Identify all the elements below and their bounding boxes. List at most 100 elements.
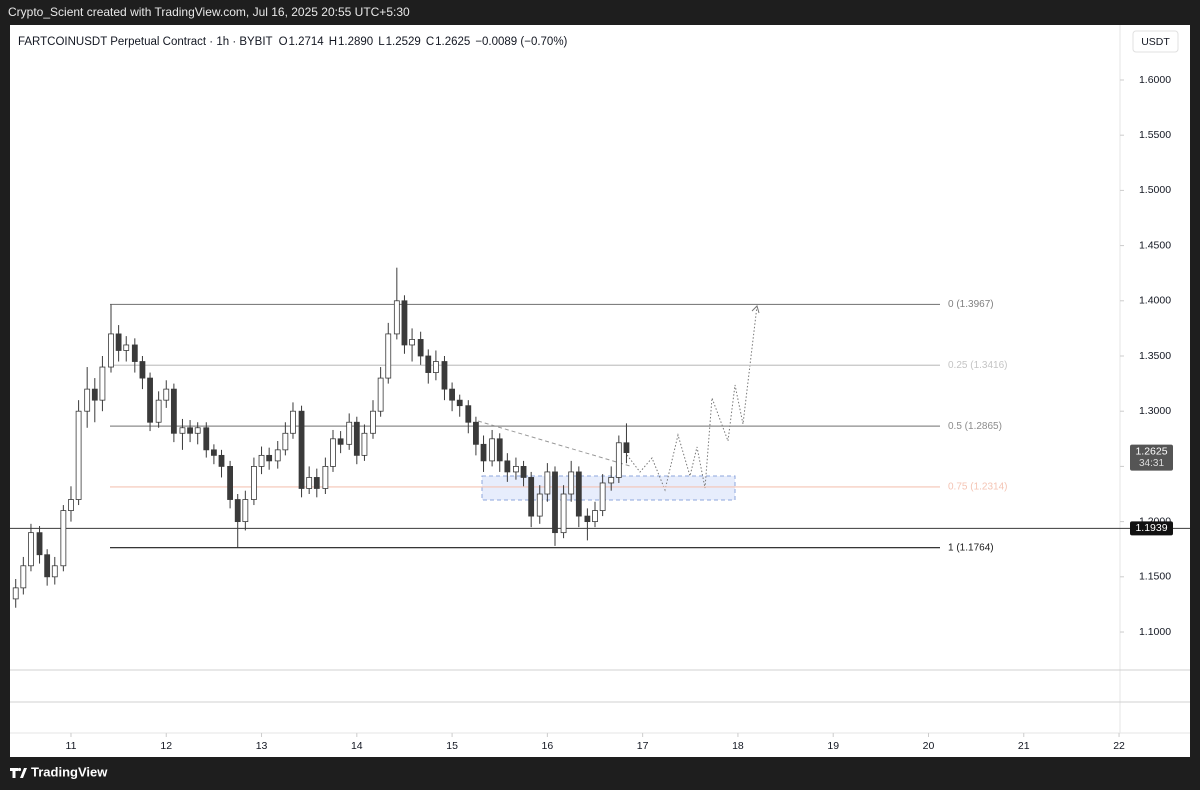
fib-label: 1 (1.1764) [948,542,994,553]
fib-label: 0 (1.3967) [948,299,994,310]
candle-body [75,410,82,500]
x-tick-label: 11 [66,740,77,752]
currency-button[interactable] [1132,30,1179,53]
logo-icon [10,768,27,778]
x-tick-label: 22 [1113,740,1125,752]
ohlc-label: H [329,36,337,48]
change: −0.0089 (−0.70%) [475,36,567,48]
candle-body [306,477,313,489]
ohlc-value: 1.2890 [338,36,373,48]
candle-body [234,499,241,523]
fib-label: 0.75 (1.2314) [948,482,1008,493]
candle-body [170,388,177,434]
fib-label: 0.25 (1.3416) [948,360,1008,371]
candle-body [68,499,74,511]
line-price-tag [1130,521,1173,536]
candle-body [115,333,122,351]
y-tick-label: 1.1500 [1139,571,1171,583]
candle-body [401,300,408,346]
candle-body [36,532,43,556]
candle-body [425,355,432,373]
candle-body [282,432,289,451]
drawings [477,305,760,501]
x-tick-label: 12 [160,740,172,752]
x-tick-label: 18 [732,740,744,752]
ohlc-value: 1.2529 [386,36,421,48]
candle-body [568,471,575,495]
candle-body [409,339,415,346]
candle-body [322,466,329,489]
projection-path [626,305,758,492]
x-tick-label: 14 [351,740,363,752]
candle-body [456,399,463,407]
candle-body [504,460,511,473]
candle-body [536,493,543,517]
x-tick-label: 15 [446,740,458,752]
candle-body [258,454,265,467]
countdown: 34:31 [1139,458,1164,469]
y-tick-label: 1.5000 [1139,184,1171,196]
y-tick-label: 1.6000 [1139,74,1171,86]
ohlc-label: L [378,36,385,48]
candle-body [179,427,186,434]
candle-body [346,421,353,445]
candle-body [441,361,448,390]
candle-body [242,499,249,523]
brand-logo [10,767,27,778]
fib-label: 0.5 (1.2865) [948,421,1002,432]
candle-body [520,466,527,478]
candle-body [592,510,598,523]
x-tick-label: 21 [1018,740,1030,752]
x-tick-label: 16 [542,740,554,752]
candle-body [51,565,58,578]
candle-body [393,300,400,335]
candle-body [432,361,439,373]
ohlc-label: O [279,36,288,48]
candle-body [385,333,392,379]
projection-arrow [751,305,760,314]
candle-body [337,438,344,445]
trendline [477,420,631,467]
symbol: FARTCOINUSDT Perpetual Contract · 1h · B… [18,36,273,48]
candle-body [20,565,27,589]
candle-body [218,454,225,467]
plot: 0 (1.3967) 0.25 (1.3416) 0.5 (1.2865) 0.75 … [10,267,1190,608]
currency[interactable]: USDT [1141,36,1170,48]
brand: TradingView [31,764,108,779]
y-tick-label: 1.5500 [1139,129,1171,141]
last-price-label: 1.2625 [1135,445,1167,457]
candle-body [44,554,51,578]
candle-body [370,410,376,434]
candle-body [227,466,233,500]
candle-body [131,344,138,362]
candle-body [330,438,336,467]
candle-body [91,388,98,401]
candle-body [194,427,201,434]
candle-body [599,482,606,511]
candle-body [210,449,217,456]
y-tick-label: 1.4000 [1139,295,1171,307]
candle-body [489,438,496,462]
candle-body [155,399,162,423]
candle-body [203,427,210,451]
y-tick-label: 1.3000 [1139,405,1171,417]
x-tick-label: 20 [923,740,935,752]
candle-body [84,388,91,412]
candle-body [623,442,630,454]
candle-body [353,421,360,456]
candle-body [313,477,320,489]
candle-body [513,466,519,473]
candle-body [473,421,479,445]
line-price-label: 1.1939 [1135,522,1167,534]
candle-body [298,410,305,489]
candle-body [496,438,503,462]
x-tick-label: 19 [827,740,839,752]
y-tick-label: 1.4500 [1139,239,1171,251]
candle-body [251,466,257,500]
candle-body [266,454,273,462]
candle-body [123,344,130,351]
candle-body [575,471,582,517]
y-tick-label: 1.1000 [1139,626,1171,638]
candle-body [361,432,368,456]
